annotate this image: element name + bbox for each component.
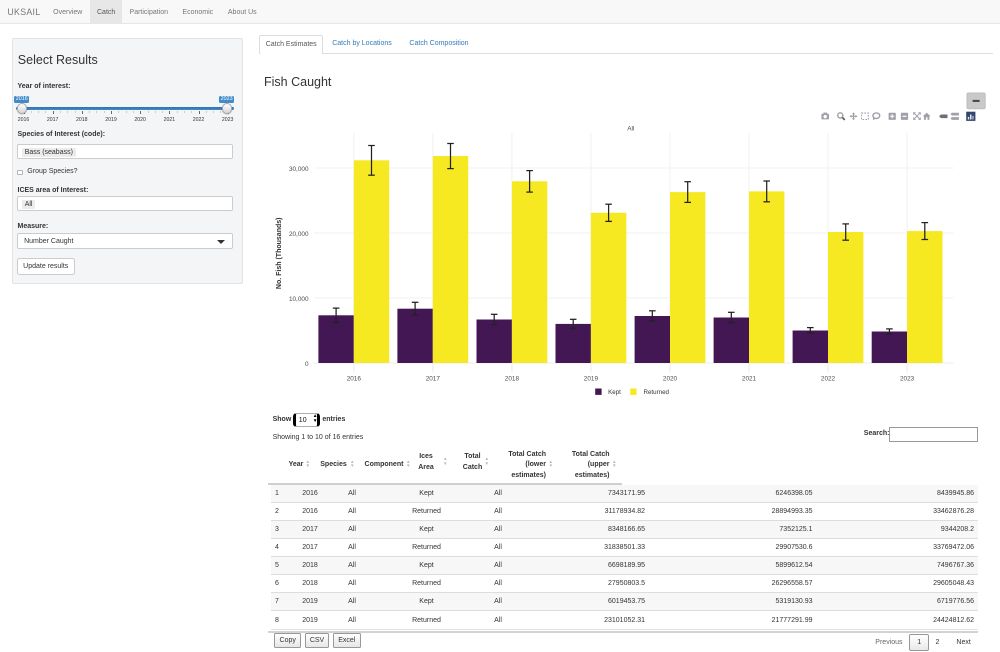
svg-text:All: All bbox=[627, 126, 634, 133]
svg-text:Kept: Kept bbox=[608, 389, 621, 396]
svg-text:2019: 2019 bbox=[584, 376, 599, 383]
svg-text:2023: 2023 bbox=[900, 376, 915, 383]
svg-text:10,000: 10,000 bbox=[289, 296, 309, 303]
svg-text:0: 0 bbox=[305, 361, 309, 368]
svg-text:2016: 2016 bbox=[347, 376, 362, 383]
svg-text:2021: 2021 bbox=[742, 376, 757, 383]
svg-text:30,000: 30,000 bbox=[289, 166, 309, 173]
svg-text:2022: 2022 bbox=[821, 376, 836, 383]
svg-text:2018: 2018 bbox=[505, 376, 520, 383]
svg-text:20,000: 20,000 bbox=[289, 231, 309, 238]
svg-text:No. Fish (Thousands): No. Fish (Thousands) bbox=[276, 218, 283, 290]
svg-text:Returned: Returned bbox=[644, 389, 670, 396]
svg-text:2017: 2017 bbox=[426, 376, 441, 383]
svg-text:2020: 2020 bbox=[663, 376, 678, 383]
